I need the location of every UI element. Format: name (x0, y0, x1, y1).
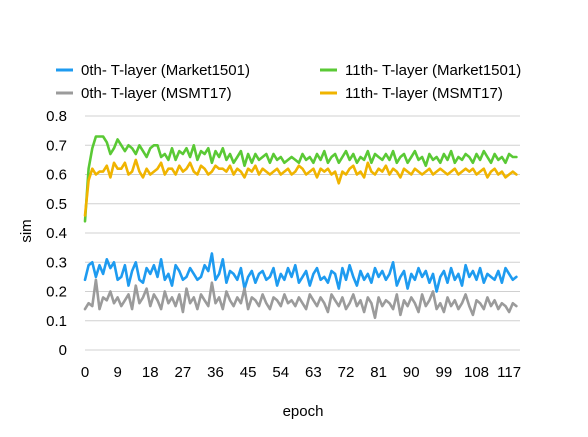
x-tick-label: 63 (305, 364, 322, 381)
x-tick-label: 54 (272, 364, 289, 381)
x-tick-label: 45 (240, 364, 257, 381)
legend-label: 0th- T-layer (Market1501) (81, 62, 250, 79)
x-tick-label: 81 (370, 364, 387, 381)
y-axis: 0 0.1 0.2 0.3 0.4 0.5 0.6 0.7 0.8 (46, 108, 67, 359)
x-axis: 0 9 18 27 36 45 54 63 72 81 90 99 108 117 (81, 364, 521, 381)
x-tick-label: 9 (113, 364, 121, 381)
y-tick-label: 0.3 (46, 254, 67, 271)
legend: 0th- T-layer (Market1501) 11th- T-layer (… (56, 62, 521, 102)
y-tick-label: 0.4 (46, 225, 67, 242)
y-tick-label: 0.8 (46, 108, 67, 125)
y-axis-label: sim (18, 219, 35, 242)
y-tick-label: 0.5 (46, 196, 67, 213)
x-tick-label: 72 (338, 364, 355, 381)
x-tick-label: 108 (464, 364, 489, 381)
series-line (83, 278, 518, 320)
series-line (83, 252, 518, 293)
y-tick-label: 0.7 (46, 137, 67, 154)
legend-label: 11th- T-layer (MSMT17) (345, 85, 503, 102)
series-lines (83, 135, 518, 320)
y-tick-label: 0.1 (46, 313, 67, 330)
series-line (83, 158, 518, 217)
x-tick-label: 18 (142, 364, 159, 381)
y-tick-label: 0.2 (46, 284, 67, 301)
legend-label: 0th- T-layer (MSMT17) (81, 85, 232, 102)
x-axis-label: epoch (283, 403, 324, 420)
x-tick-label: 27 (175, 364, 192, 381)
x-tick-label: 0 (81, 364, 89, 381)
legend-label: 11th- T-layer (Market1501) (345, 62, 521, 79)
x-tick-label: 36 (207, 364, 224, 381)
series-line (83, 135, 518, 223)
x-tick-label: 90 (403, 364, 420, 381)
x-tick-label: 99 (436, 364, 453, 381)
y-tick-label: 0 (59, 342, 67, 359)
x-tick-label: 117 (497, 364, 521, 381)
y-tick-label: 0.6 (46, 167, 67, 184)
